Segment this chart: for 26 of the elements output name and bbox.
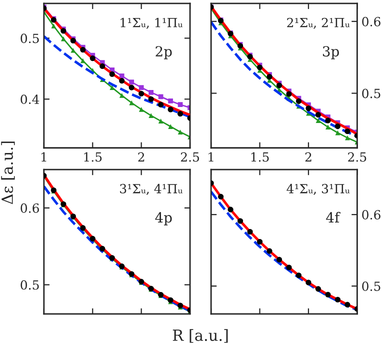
x-tick-label: 2.5 (348, 152, 366, 162)
x-tick-label: 1.5 (251, 152, 269, 162)
y-axis-title: Δε [a.u.] (1, 142, 15, 204)
x-axis-title: R [a.u.] (172, 329, 228, 343)
x-tick-label: 1 (208, 152, 214, 162)
annotation: 2¹Σᵤ, 2¹Πᵤ (287, 18, 350, 29)
annotation: 1¹Σᵤ, 1¹Πᵤ (120, 18, 183, 29)
y-tick-label: 0.6 (362, 210, 380, 220)
annotation: 3p (322, 46, 339, 60)
y-tick-label: 0.5 (362, 88, 380, 98)
y-tick-label: 0.4 (20, 94, 40, 104)
annotation: 4¹Σᵤ, 3¹Πᵤ (286, 184, 350, 195)
x-tick-label: 2 (305, 152, 312, 162)
x-tick-label: 1 (41, 152, 46, 162)
annotation: 3¹Σᵤ, 4¹Πᵤ (120, 184, 183, 195)
annotation: 2p (156, 46, 172, 60)
y-tick-label: 0.5 (362, 282, 380, 291)
y-tick-label: 0.6 (20, 203, 39, 213)
y-tick-label: 0.6 (362, 16, 380, 26)
y-tick-label: 0.5 (20, 34, 39, 44)
y-tick-label: 0.5 (20, 280, 39, 290)
x-tick-label: 2 (138, 152, 144, 162)
x-tick-label: 2.5 (180, 152, 200, 162)
x-tick-label: 1.5 (84, 152, 102, 162)
annotation: 4f (326, 212, 340, 222)
annotation: 4p (155, 212, 172, 226)
